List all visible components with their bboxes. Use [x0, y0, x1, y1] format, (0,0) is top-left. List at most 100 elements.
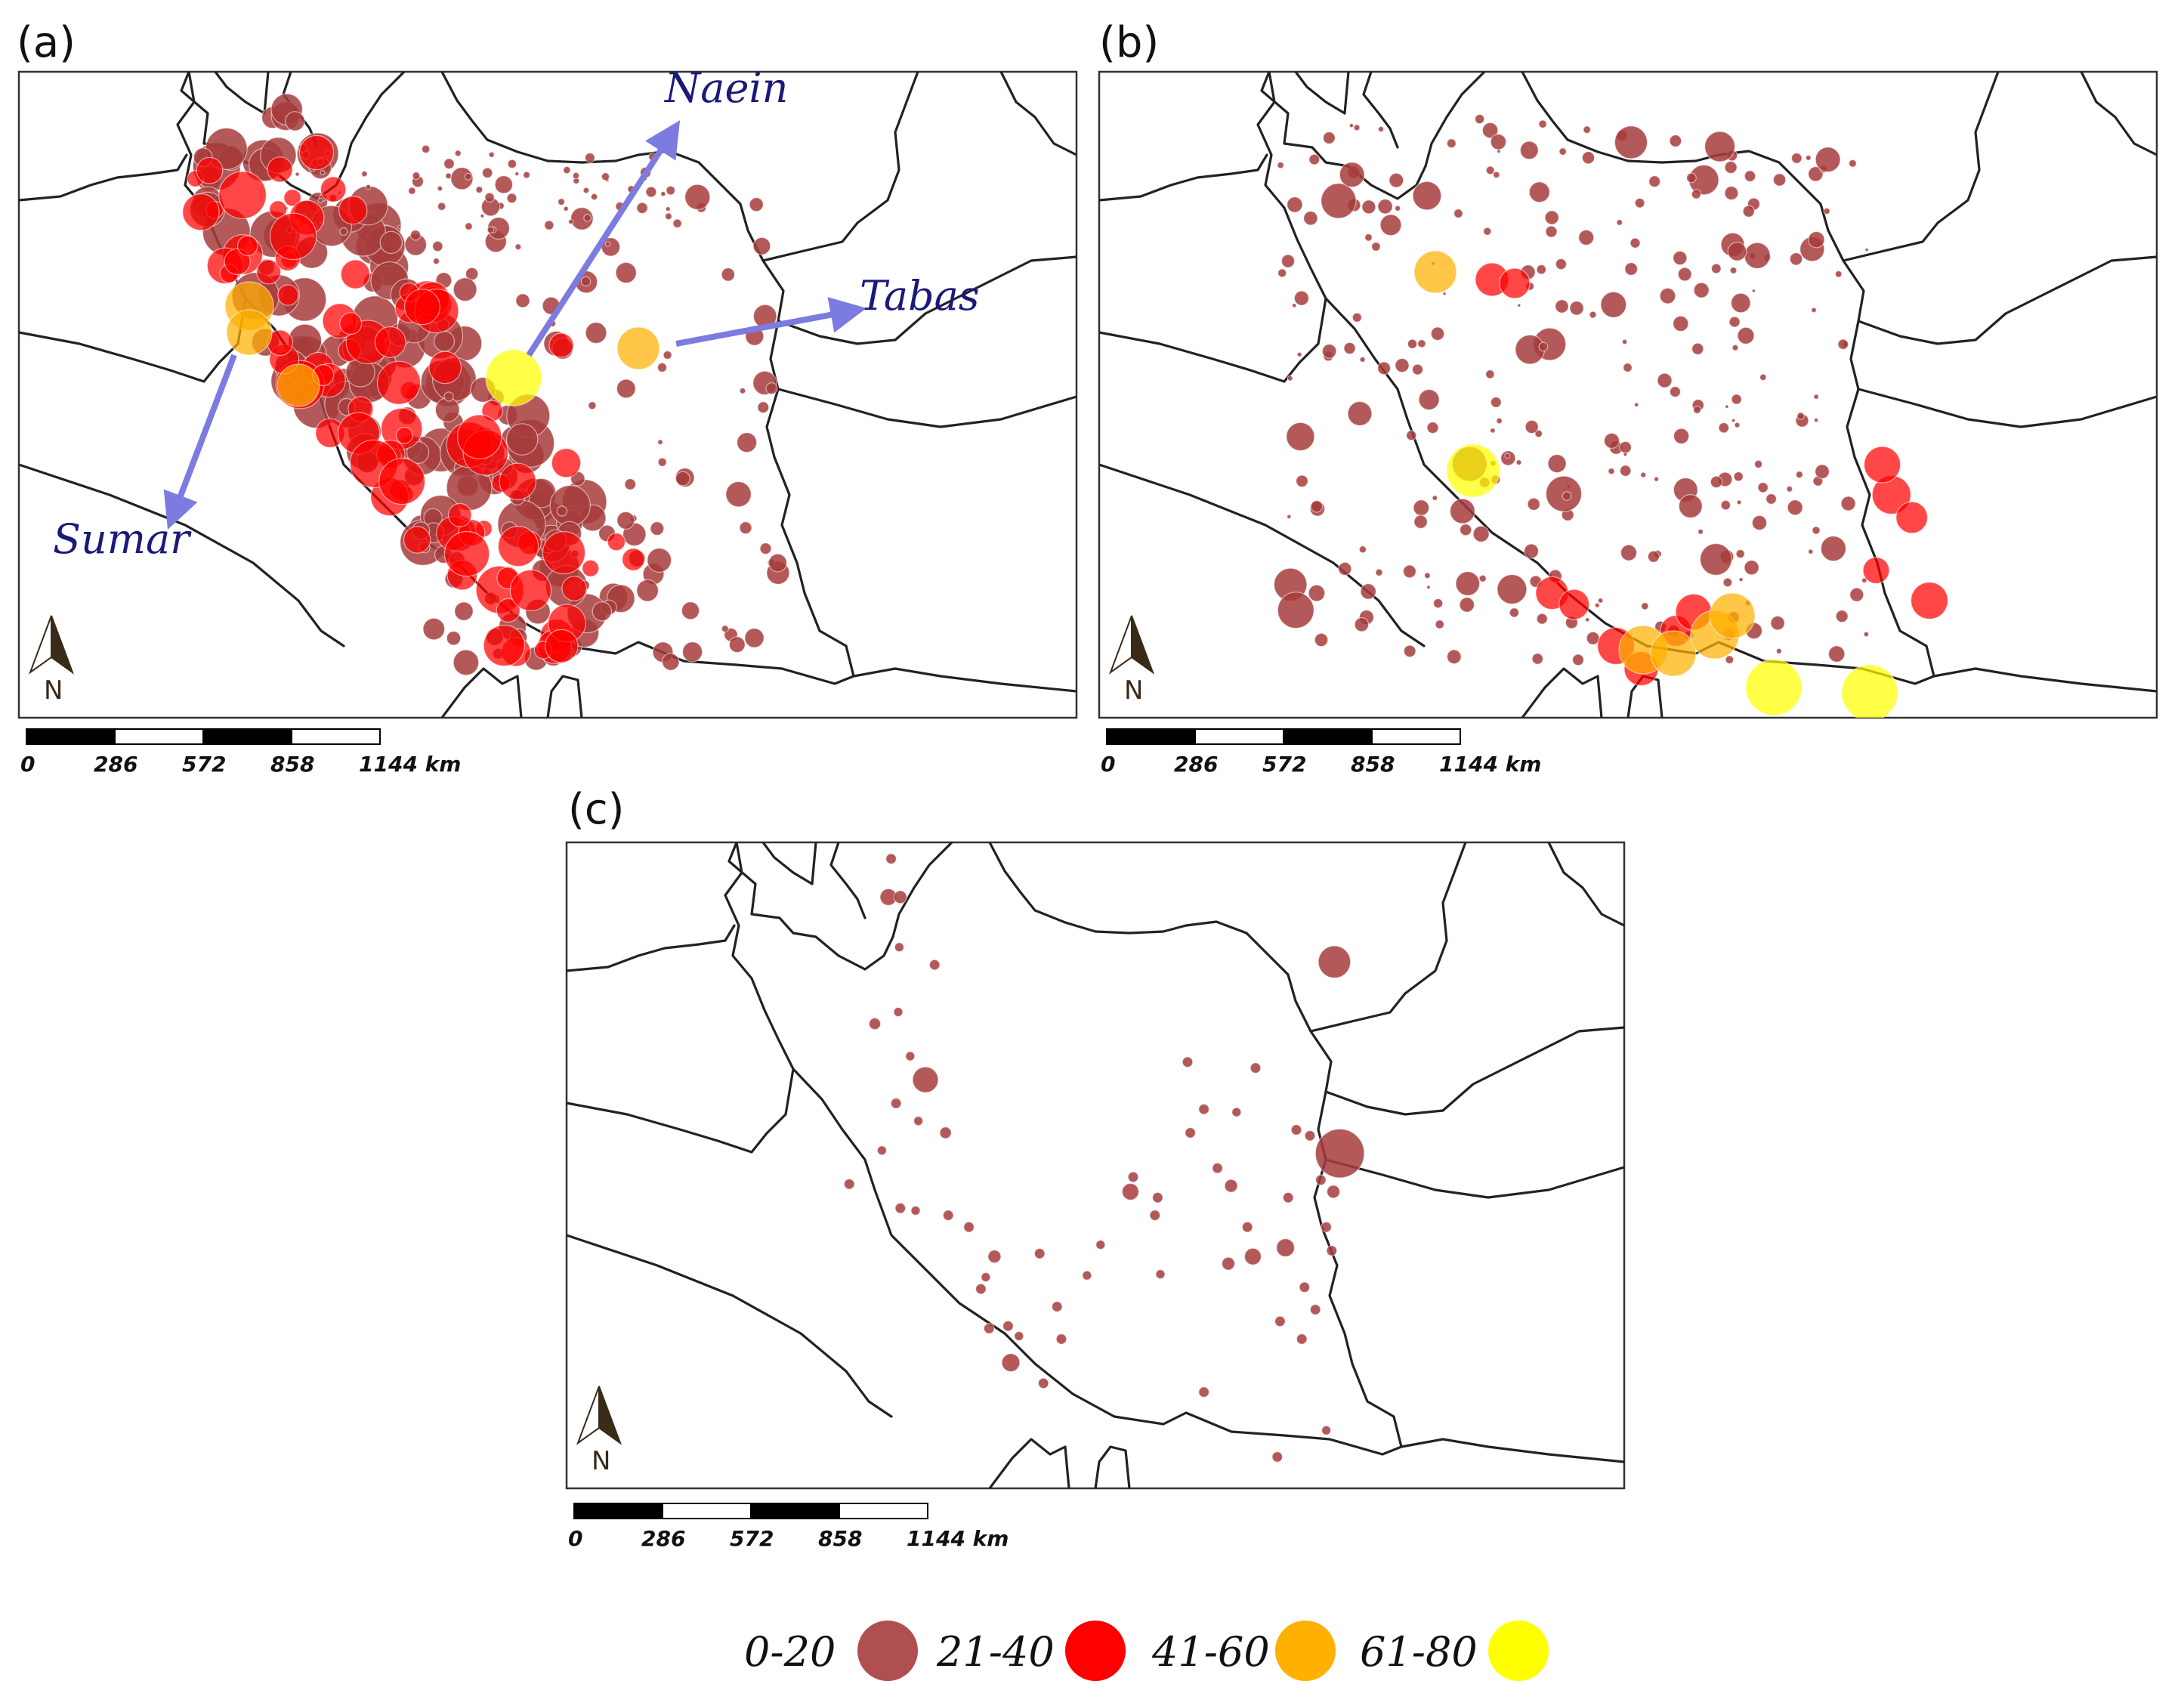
station-dot — [1848, 159, 1857, 168]
station-dot — [403, 526, 431, 554]
border-line — [1400, 1438, 1624, 1463]
scale-segment — [662, 1503, 752, 1519]
station-dot — [1417, 338, 1426, 348]
station-dot — [1490, 134, 1507, 150]
scale-bar: 0 286 572 858 1144 km — [1101, 728, 1541, 777]
scale-tick-label: 0 — [568, 1526, 582, 1551]
station-dot — [1863, 631, 1870, 638]
station-dot — [1765, 493, 1777, 505]
scale-bar: 0 286 572 858 1144 km — [568, 1503, 1009, 1551]
station-dot — [1490, 396, 1502, 408]
scale-tick-label: 858 — [270, 752, 314, 777]
panel-label: (c) — [568, 785, 624, 834]
station-dot — [1808, 230, 1825, 249]
border-line — [1099, 297, 1327, 383]
station-dot — [843, 1178, 855, 1190]
scale-segment — [839, 1503, 928, 1519]
station-dot — [339, 312, 363, 335]
station-dot — [507, 159, 517, 169]
station-dot — [1435, 620, 1444, 629]
station-dot — [1055, 1333, 1067, 1345]
station-dot — [1731, 344, 1739, 351]
station-dot — [1669, 386, 1682, 398]
scale-segment — [1194, 728, 1284, 745]
station-dot — [1710, 475, 1723, 489]
station-dot — [338, 195, 368, 225]
station-dot — [1185, 1127, 1196, 1139]
station-dot — [1571, 654, 1584, 666]
station-dot — [1127, 1171, 1139, 1183]
station-dot — [1527, 497, 1540, 511]
north-label: N — [44, 675, 63, 706]
station-dot — [454, 601, 474, 621]
station-dot — [397, 224, 402, 229]
station-dot — [584, 152, 595, 163]
station-dot — [739, 521, 752, 535]
station-dot — [893, 1006, 904, 1018]
station-dot — [1418, 388, 1440, 411]
border-line — [567, 924, 736, 972]
border-line — [1932, 667, 2157, 693]
station-dot — [1547, 453, 1567, 474]
station-dot — [1033, 1247, 1046, 1259]
legend-label: 21-40 — [936, 1628, 1055, 1676]
station-dot — [1678, 493, 1703, 518]
station-dot — [1744, 170, 1756, 182]
station-dot — [1538, 341, 1549, 352]
border-line — [1128, 920, 1403, 1448]
station-dot — [1474, 113, 1485, 125]
scale-segment — [573, 1503, 663, 1519]
station-dot — [736, 432, 758, 453]
station-dot — [1212, 1162, 1223, 1174]
station-dot — [1834, 270, 1843, 278]
station-dot — [1277, 592, 1314, 629]
station-dot — [236, 235, 258, 257]
city-label-sumar: Sumar — [53, 515, 192, 563]
station-dot — [681, 641, 703, 663]
scale-segment — [750, 1503, 840, 1519]
station-dot — [379, 230, 403, 255]
station-dot — [1759, 373, 1767, 382]
station-dot — [1321, 1221, 1332, 1233]
station-dot — [1351, 312, 1362, 323]
station-dot — [465, 222, 473, 231]
station-dot — [437, 185, 443, 192]
station-dot — [725, 480, 752, 508]
station-dot — [1243, 1247, 1262, 1265]
station-dot — [1528, 181, 1550, 203]
border-line — [999, 72, 1077, 156]
station-dot — [1485, 165, 1495, 175]
station-dot — [1827, 645, 1846, 663]
station-dot — [1744, 242, 1771, 269]
station-dot — [981, 1271, 991, 1283]
station-dot — [431, 240, 443, 252]
station-dot — [1287, 514, 1292, 520]
station-dot — [1562, 491, 1572, 501]
station-dot — [663, 350, 672, 360]
station-dot — [1640, 471, 1647, 478]
station-dot — [1277, 161, 1284, 169]
station-dot — [615, 261, 637, 284]
station-dot — [1002, 1320, 1014, 1332]
station-dot — [928, 959, 941, 971]
border-line — [1094, 1445, 1131, 1488]
station-dot — [1578, 229, 1595, 246]
station-dot — [1413, 499, 1430, 516]
border-line — [761, 72, 919, 262]
station-dot — [226, 309, 273, 356]
station-dot — [1361, 199, 1376, 215]
station-dot — [675, 471, 690, 487]
border-line — [852, 667, 1077, 693]
station-dots — [1273, 113, 1948, 718]
station-dot — [1274, 1315, 1286, 1327]
station-dot — [563, 205, 569, 212]
station-dot — [1358, 545, 1367, 554]
country-borders — [567, 842, 1624, 1488]
station-dot — [749, 196, 764, 212]
station-dots — [843, 853, 1365, 1463]
station-dot — [1735, 548, 1745, 559]
border-line — [1424, 72, 1486, 168]
station-dot — [1286, 422, 1315, 452]
scale-tick-label: 1144 km — [1439, 752, 1541, 777]
station-dot — [551, 447, 582, 478]
